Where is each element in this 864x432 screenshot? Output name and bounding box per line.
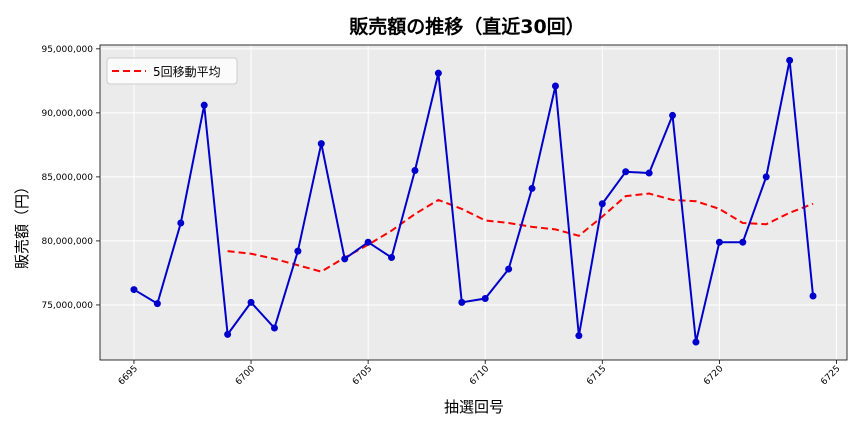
series-layer	[130, 56, 817, 346]
sales-point	[551, 82, 559, 90]
sales-point	[481, 295, 489, 303]
sales-point	[598, 200, 606, 208]
sales-point	[364, 238, 372, 246]
sales-point	[130, 286, 138, 294]
plot-area	[100, 45, 847, 360]
sales-point	[622, 168, 630, 176]
sales-point	[434, 69, 442, 77]
sales-point	[224, 330, 232, 338]
y-axis: 75,000,000 80,000,000 85,000,000 90,000,000…	[41, 45, 100, 311]
sales-point	[786, 56, 794, 64]
sales-point	[411, 166, 419, 174]
y-tick-label: 90,000,000	[41, 109, 93, 119]
y-axis-label: 販売額（円）	[13, 179, 31, 269]
sales-point	[528, 184, 536, 192]
sales-point	[645, 169, 653, 177]
sales-point	[153, 300, 161, 308]
sales-point	[270, 324, 278, 332]
y-tick-label: 95,000,000	[41, 45, 93, 55]
sales-line	[133, 60, 815, 343]
sales-point	[388, 254, 396, 262]
sales-point	[294, 247, 302, 255]
y-tick-label: 85,000,000	[41, 173, 93, 183]
legend: 5回移動平均	[106, 57, 238, 85]
plot-frame	[99, 44, 848, 361]
legend-moving-average-label: 5回移動平均	[153, 65, 221, 79]
y-tick-label: 75,000,000	[41, 301, 93, 311]
sales-point	[692, 338, 700, 346]
sales-point	[575, 332, 583, 340]
sales-point	[341, 255, 349, 263]
y-tick-label: 80,000,000	[41, 237, 93, 247]
sales-point	[200, 101, 208, 109]
sales-point	[669, 111, 677, 119]
legend-box	[106, 57, 238, 85]
sales-point	[317, 140, 325, 148]
sales-point	[715, 238, 723, 246]
sales-point	[177, 219, 185, 227]
sales-point	[458, 298, 466, 306]
sales-point	[762, 173, 770, 181]
sales-point	[505, 265, 513, 273]
chart-title: 販売額の推移（直近30回）	[349, 15, 584, 38]
sales-point	[247, 298, 255, 306]
sales-point	[809, 292, 817, 300]
sales-point	[739, 238, 747, 246]
x-axis-label: 抽選回号	[444, 398, 504, 416]
moving-average-line	[227, 192, 814, 273]
